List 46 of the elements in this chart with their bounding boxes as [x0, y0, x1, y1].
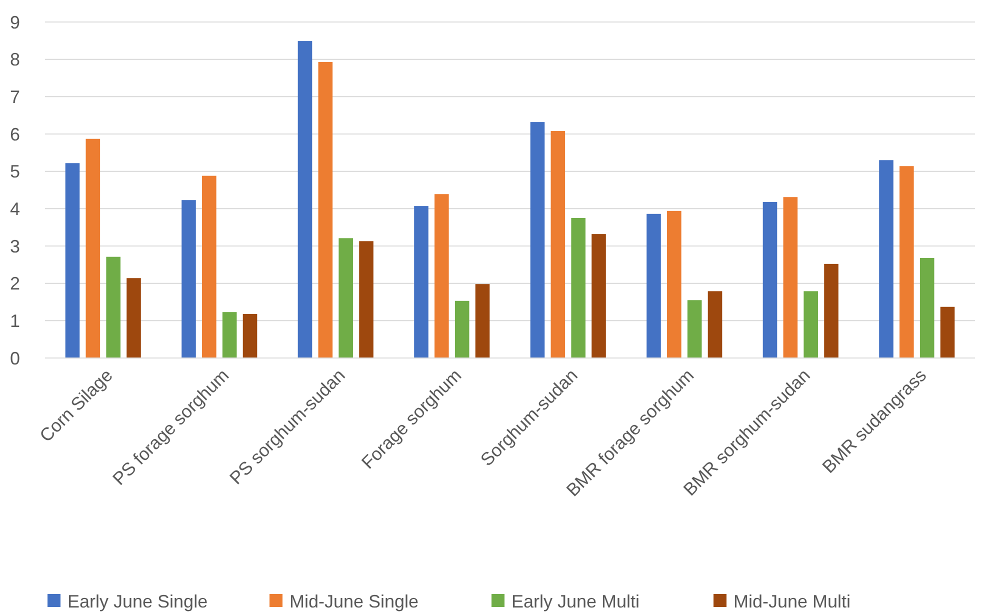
bar	[475, 284, 490, 358]
y-tick-label: 2	[10, 274, 20, 294]
bar	[242, 314, 258, 358]
y-tick-label: 9	[10, 12, 20, 32]
y-tick-label: 7	[10, 86, 20, 107]
legend-label: Mid-June Single	[290, 591, 419, 612]
bar	[359, 241, 374, 358]
bar	[592, 234, 606, 358]
bar	[687, 300, 702, 358]
legend-label: Early June Multi	[512, 591, 640, 612]
legend-label: Early June Single	[68, 591, 208, 612]
bar	[824, 264, 838, 358]
bar	[804, 291, 818, 358]
bar	[414, 206, 428, 358]
bar	[86, 138, 100, 358]
bar	[182, 200, 196, 358]
bar	[530, 122, 545, 358]
bar	[920, 258, 934, 358]
y-tick-label: 5	[10, 162, 20, 182]
bar	[762, 202, 778, 358]
bar	[222, 312, 237, 358]
bar	[646, 214, 661, 358]
legend-label: Mid-June Multi	[734, 591, 851, 612]
bar	[879, 160, 894, 358]
y-tick-label: 8	[10, 50, 20, 70]
bar	[202, 176, 216, 358]
bar	[783, 197, 798, 358]
y-tick-label: 4	[10, 198, 20, 219]
bar	[126, 278, 141, 358]
y-tick-label: 6	[10, 124, 20, 144]
y-tick-label: 0	[10, 348, 20, 368]
bar	[571, 218, 586, 358]
bar	[667, 210, 682, 358]
bar	[900, 166, 914, 358]
bar	[454, 300, 470, 358]
y-tick-label: 3	[10, 236, 20, 256]
bar	[318, 62, 333, 358]
bar	[708, 291, 722, 358]
y-tick-label: 1	[10, 310, 20, 331]
bar	[106, 256, 120, 358]
bar	[434, 194, 449, 358]
bar	[550, 131, 566, 358]
bar	[298, 41, 312, 358]
bar	[940, 306, 955, 358]
bar	[65, 163, 80, 358]
bar	[338, 238, 353, 358]
